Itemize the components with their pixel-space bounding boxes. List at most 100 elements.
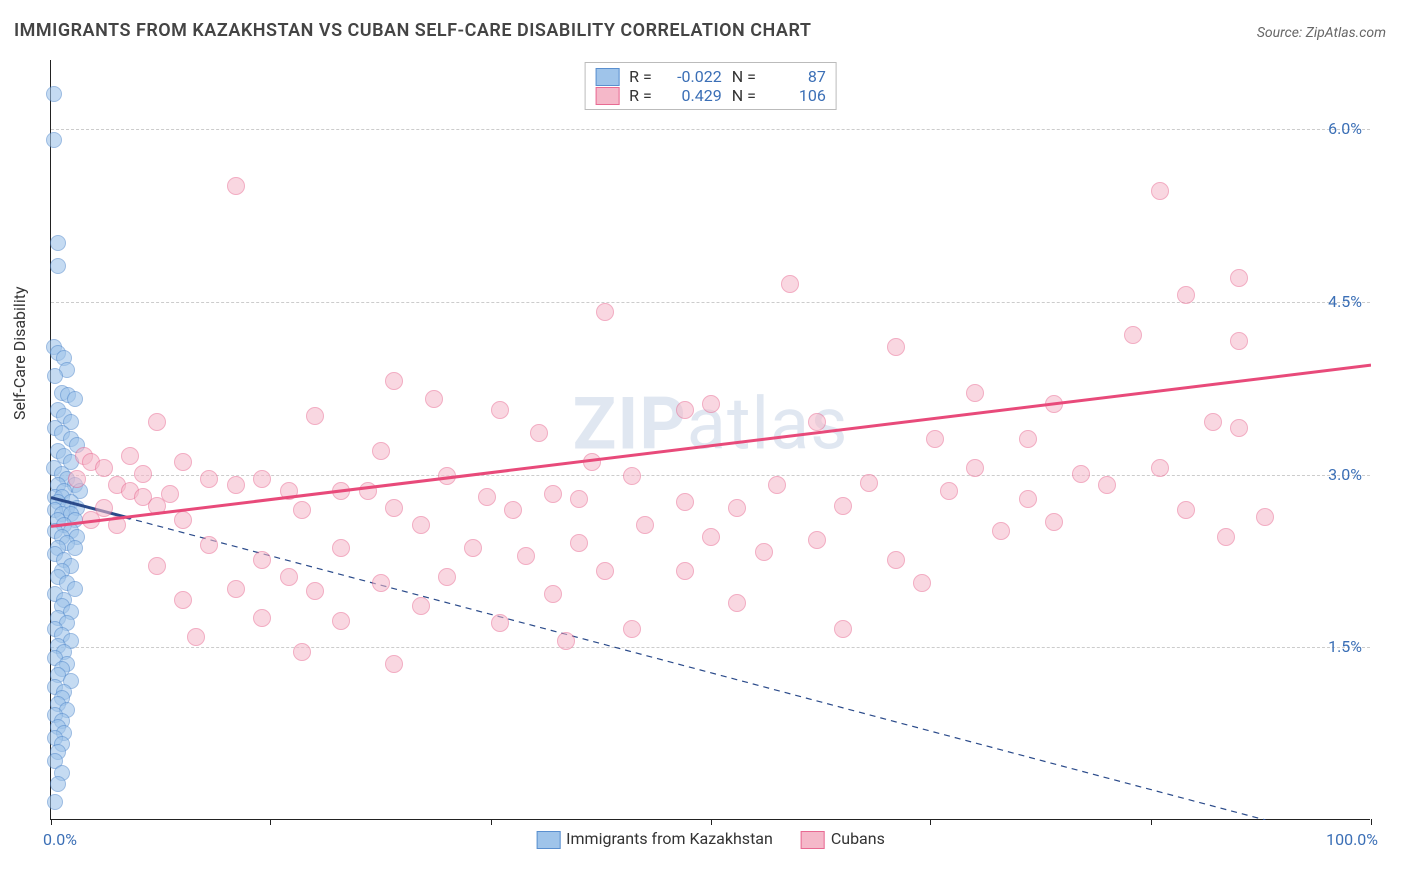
data-point-cubans <box>200 536 218 554</box>
data-point-cubans <box>781 275 799 293</box>
data-point-cubans <box>438 467 456 485</box>
data-point-cubans <box>148 557 166 575</box>
data-point-kazakhstan <box>67 391 83 407</box>
data-point-cubans <box>1204 413 1222 431</box>
data-point-cubans <box>332 539 350 557</box>
data-point-cubans <box>702 395 720 413</box>
data-point-cubans <box>293 501 311 519</box>
legend-swatch <box>536 831 560 849</box>
data-point-cubans <box>808 531 826 549</box>
data-point-cubans <box>702 528 720 546</box>
data-point-cubans <box>108 516 126 534</box>
data-point-cubans <box>636 516 654 534</box>
data-point-cubans <box>768 476 786 494</box>
data-point-cubans <box>174 591 192 609</box>
data-point-cubans <box>676 401 694 419</box>
legend-row-cubans: R =0.429N =106 <box>595 86 826 105</box>
data-point-cubans <box>504 501 522 519</box>
x-tick-mark <box>51 819 52 825</box>
x-axis-max-label: 100.0% <box>1326 830 1378 849</box>
legend-item-kazakhstan: Immigrants from Kazakhstan <box>536 829 773 849</box>
data-point-cubans <box>940 482 958 500</box>
data-point-cubans <box>280 482 298 500</box>
legend-swatch <box>595 68 619 86</box>
data-point-cubans <box>1072 465 1090 483</box>
data-point-cubans <box>544 485 562 503</box>
y-axis-label: Self-Care Disability <box>10 286 29 420</box>
y-tick-label: 1.5% <box>1328 637 1362 656</box>
data-point-cubans <box>834 620 852 638</box>
data-point-cubans <box>187 628 205 646</box>
data-point-cubans <box>425 390 443 408</box>
legend-series-name: Immigrants from Kazakhstan <box>566 829 773 848</box>
data-point-cubans <box>293 643 311 661</box>
data-point-cubans <box>412 597 430 615</box>
data-point-cubans <box>148 413 166 431</box>
data-point-cubans <box>68 470 86 488</box>
data-point-cubans <box>385 655 403 673</box>
data-point-cubans <box>253 551 271 569</box>
data-point-cubans <box>478 488 496 506</box>
data-point-cubans <box>623 467 641 485</box>
data-point-cubans <box>82 511 100 529</box>
data-point-cubans <box>860 474 878 492</box>
data-point-cubans <box>359 482 377 500</box>
data-point-cubans <box>412 516 430 534</box>
x-axis-min-label: 0.0% <box>43 830 77 849</box>
legend-r-value: 0.429 <box>662 86 722 105</box>
data-point-kazakhstan <box>46 132 62 148</box>
data-point-cubans <box>1019 490 1037 508</box>
data-point-cubans <box>1177 286 1195 304</box>
data-point-cubans <box>808 413 826 431</box>
data-point-cubans <box>491 401 509 419</box>
data-point-cubans <box>992 522 1010 540</box>
data-point-cubans <box>596 562 614 580</box>
data-point-cubans <box>134 465 152 483</box>
data-point-cubans <box>227 177 245 195</box>
data-point-cubans <box>306 582 324 600</box>
data-point-cubans <box>623 620 641 638</box>
data-point-cubans <box>385 372 403 390</box>
data-point-cubans <box>676 562 694 580</box>
data-point-cubans <box>1230 419 1248 437</box>
legend-r-label: R = <box>629 86 652 105</box>
data-point-cubans <box>174 453 192 471</box>
data-point-cubans <box>121 447 139 465</box>
data-point-cubans <box>253 470 271 488</box>
data-point-cubans <box>1230 332 1248 350</box>
legend-swatch <box>801 831 825 849</box>
data-point-cubans <box>755 543 773 561</box>
data-point-cubans <box>1177 501 1195 519</box>
gridline <box>51 129 1370 130</box>
chart-title: IMMIGRANTS FROM KAZAKHSTAN VS CUBAN SELF… <box>14 20 811 41</box>
data-point-cubans <box>332 612 350 630</box>
data-point-cubans <box>966 459 984 477</box>
data-point-kazakhstan <box>50 776 66 792</box>
legend-n-label: N = <box>732 67 756 86</box>
data-point-cubans <box>1098 476 1116 494</box>
data-point-kazakhstan <box>46 86 62 102</box>
data-point-cubans <box>438 568 456 586</box>
x-tick-mark <box>1151 819 1152 825</box>
data-point-kazakhstan <box>47 794 63 810</box>
data-point-kazakhstan <box>50 235 66 251</box>
gridline <box>51 647 1370 648</box>
y-tick-label: 3.0% <box>1328 465 1362 484</box>
legend-r-label: R = <box>629 67 652 86</box>
y-tick-label: 4.5% <box>1328 292 1362 311</box>
data-point-cubans <box>280 568 298 586</box>
trend-line-cubans <box>51 60 1371 820</box>
data-point-cubans <box>544 585 562 603</box>
legend-item-cubans: Cubans <box>801 829 885 849</box>
data-point-cubans <box>728 499 746 517</box>
series-legend: Immigrants from Kazakhstan Cubans <box>536 829 885 849</box>
legend-row-kazakhstan: R =-0.022N =87 <box>595 67 826 86</box>
data-point-kazakhstan <box>50 258 66 274</box>
legend-n-value: 106 <box>766 86 826 105</box>
x-tick-mark <box>270 819 271 825</box>
gridline <box>51 302 1370 303</box>
trend-line-kazakhstan <box>51 60 1371 820</box>
data-point-cubans <box>530 424 548 442</box>
data-point-cubans <box>583 453 601 471</box>
x-tick-mark <box>930 819 931 825</box>
